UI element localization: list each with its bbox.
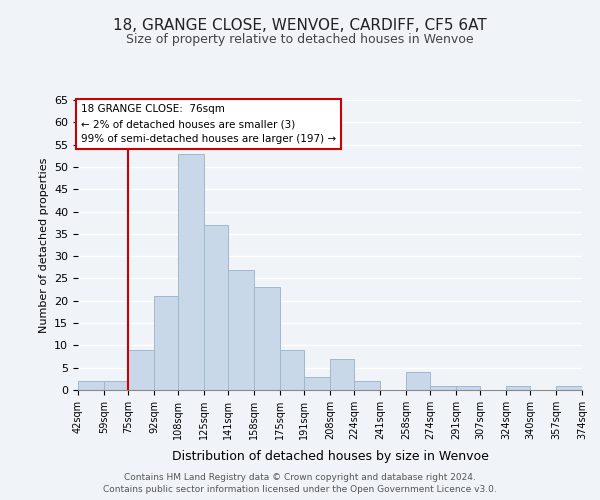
Text: Contains public sector information licensed under the Open Government Licence v3: Contains public sector information licen…: [103, 485, 497, 494]
Bar: [304, 376, 330, 390]
Bar: [104, 381, 128, 390]
Bar: [506, 386, 530, 390]
Bar: [78, 381, 104, 390]
Text: Contains HM Land Registry data © Crown copyright and database right 2024.: Contains HM Land Registry data © Crown c…: [124, 472, 476, 482]
Bar: [430, 386, 456, 390]
Text: 18, GRANGE CLOSE, WENVOE, CARDIFF, CF5 6AT: 18, GRANGE CLOSE, WENVOE, CARDIFF, CF5 6…: [113, 18, 487, 32]
Bar: [154, 296, 178, 390]
Bar: [330, 359, 354, 390]
Bar: [456, 386, 480, 390]
Bar: [406, 372, 430, 390]
Text: Size of property relative to detached houses in Wenvoe: Size of property relative to detached ho…: [126, 32, 474, 46]
Y-axis label: Number of detached properties: Number of detached properties: [38, 158, 49, 332]
Bar: [178, 154, 204, 390]
Bar: [228, 270, 254, 390]
Bar: [556, 386, 582, 390]
Bar: [128, 350, 154, 390]
Bar: [280, 350, 304, 390]
Bar: [204, 225, 228, 390]
Bar: [254, 288, 280, 390]
X-axis label: Distribution of detached houses by size in Wenvoe: Distribution of detached houses by size …: [172, 450, 488, 463]
Bar: [354, 381, 380, 390]
Text: 18 GRANGE CLOSE:  76sqm
← 2% of detached houses are smaller (3)
99% of semi-deta: 18 GRANGE CLOSE: 76sqm ← 2% of detached …: [81, 104, 336, 144]
